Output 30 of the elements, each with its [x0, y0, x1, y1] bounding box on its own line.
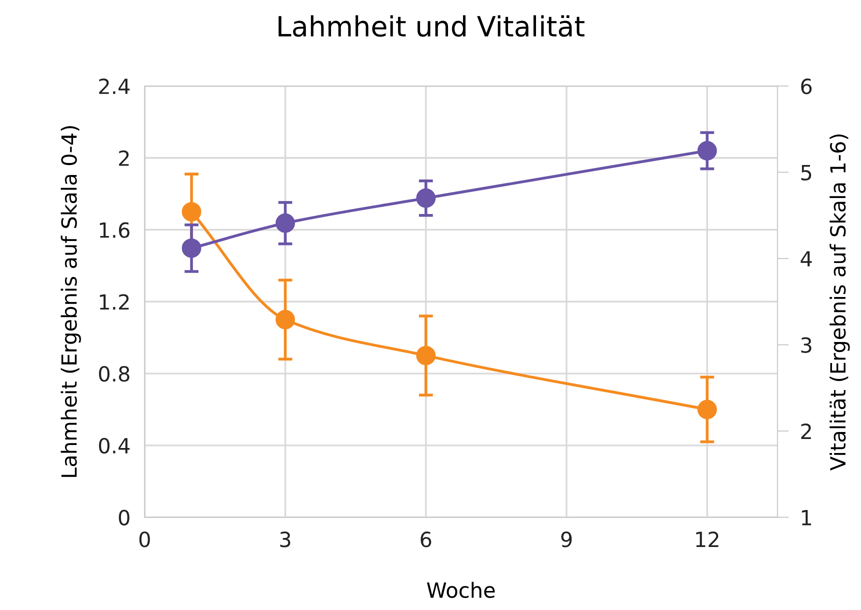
x-tick-label: 3	[280, 532, 290, 548]
x-tick-label: 12	[696, 532, 718, 547]
x-axis-title: Woche	[426, 582, 495, 598]
y-tick-label: 1.2	[100, 294, 129, 310]
x-tick-label: 0	[139, 532, 150, 548]
x-tick-label: 9	[561, 532, 572, 548]
y2-tick-label: 3	[801, 337, 812, 353]
point	[416, 346, 436, 366]
y-axis-title: Lahmheit (Ergebnis auf Skala 0-4)	[60, 126, 81, 477]
y2-tick-label: 4	[800, 251, 812, 266]
chart-title: Lahmheit und Vitalität	[278, 15, 584, 37]
y2-tick-label: 1	[802, 510, 812, 526]
y-tick-label: 0.4	[99, 438, 130, 454]
point	[697, 400, 717, 420]
x-tick-label: 6	[420, 532, 432, 548]
point	[182, 202, 202, 222]
point	[182, 238, 202, 258]
point	[276, 310, 295, 330]
y2-tick-label: 6	[801, 78, 812, 94]
point	[697, 140, 717, 160]
point	[416, 188, 436, 208]
y2-tick-label: 5	[801, 164, 812, 180]
point	[276, 213, 295, 233]
y2-tick-label: 2	[801, 423, 811, 439]
y-tick-label: 0	[118, 510, 130, 526]
y-tick-label: 2	[119, 150, 129, 166]
y-tick-label: 1.6	[100, 222, 130, 238]
y-tick-label: 0.8	[99, 366, 130, 382]
y-tick-label: 2.4	[99, 78, 130, 94]
y2-axis-title: Vitalität (Ergebnis auf Skala 1-6)	[830, 134, 850, 470]
